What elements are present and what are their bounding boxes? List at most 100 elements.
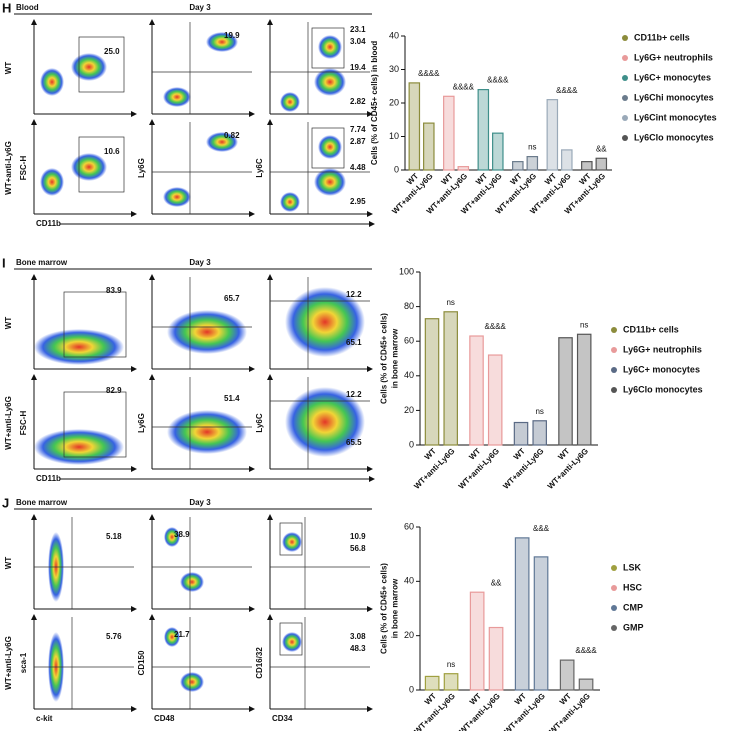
y-tick-label: 20 (389, 97, 399, 107)
bar (469, 335, 484, 446)
y-axis-label: in bone marrow (391, 578, 400, 638)
gate-value: 3.04 (350, 37, 366, 46)
significance: &&&& (556, 86, 578, 95)
legend-marker (622, 135, 628, 141)
legend-marker (622, 55, 628, 61)
bar (443, 95, 455, 171)
gate-value: 2.87 (350, 137, 366, 146)
bar (408, 82, 421, 171)
gate (311, 127, 345, 169)
legend-label: CD11b+ cells (634, 32, 690, 42)
tissue-label: Bone marrow (16, 498, 68, 507)
panel-letter: I (2, 255, 6, 270)
legend-marker (611, 585, 617, 591)
gate-value: 65.5 (346, 438, 362, 447)
x-tick-label: WT (558, 691, 573, 706)
legend-label: GMP (623, 622, 644, 632)
significance: &&& (533, 524, 550, 533)
gate-value: 38.9 (174, 530, 190, 539)
gate (63, 391, 127, 458)
y-axis-label: Ly6C (255, 158, 264, 177)
density (40, 168, 64, 196)
bar (532, 420, 547, 446)
gate-value: 12.2 (346, 290, 362, 299)
tissue-label: Blood (16, 3, 39, 12)
legend-marker (622, 75, 628, 81)
x-tick-label: WT (423, 446, 438, 461)
density (167, 410, 247, 454)
gate-value: 10.9 (350, 532, 366, 541)
bar (424, 318, 440, 446)
y-tick-label: 40 (404, 370, 414, 380)
density (318, 35, 342, 59)
gate-value: 56.8 (350, 544, 366, 553)
y-axis-label: in bone marrow (391, 328, 400, 388)
density (40, 68, 64, 96)
density (71, 153, 107, 181)
legend-label: HSC (623, 582, 643, 592)
bar (513, 421, 529, 446)
y-axis-label: FSC-H (19, 156, 28, 181)
y-tick-label: 10 (389, 131, 399, 141)
significance: &&&& (453, 82, 475, 91)
gate-value: 82.9 (106, 386, 122, 395)
gate-value: 10.6 (104, 147, 120, 156)
y-axis-label: FSC-H (19, 411, 28, 436)
y-tick-label: 0 (409, 439, 414, 449)
legend-marker (611, 347, 617, 353)
panel-letter: J (2, 495, 9, 510)
density (314, 68, 346, 96)
bar (477, 88, 490, 171)
gate-value: 19.4 (350, 63, 366, 72)
legend-label: Ly6Chi monocytes (634, 92, 714, 102)
legend-marker (611, 605, 617, 611)
significance: ns (528, 143, 536, 152)
significance: && (491, 578, 502, 587)
significance: && (596, 144, 607, 153)
gate-value: 65.7 (224, 294, 240, 303)
gate (279, 522, 303, 556)
legend-marker (611, 565, 617, 571)
density (164, 527, 180, 547)
gate-value: 83.9 (106, 286, 122, 295)
legend-label: CD11b+ cells (623, 324, 679, 334)
bar (457, 166, 470, 171)
density (206, 32, 238, 52)
x-tick-label: WT (467, 446, 482, 461)
legend-marker (622, 35, 628, 41)
x-tick-label: WT (513, 691, 528, 706)
significance: &&&& (485, 322, 507, 331)
y-axis-label: Ly6G (137, 158, 146, 178)
gate-value: 0.82 (224, 131, 240, 140)
legend-label: Ly6Clo monocytes (623, 384, 703, 394)
gate-value: 4.48 (350, 163, 366, 172)
density (163, 187, 191, 207)
tissue-label: Bone marrow (16, 258, 68, 267)
y-axis-label: Cells (% of CD45+ cells) (380, 563, 389, 654)
gate-value: 19.9 (224, 31, 240, 40)
x-tick-label: WT (468, 691, 483, 706)
y-axis-label: CD16/32 (255, 647, 264, 679)
y-tick-label: 40 (389, 30, 399, 40)
y-tick-label: 20 (404, 405, 414, 415)
significance: &&&& (487, 76, 509, 85)
density (314, 168, 346, 196)
density (167, 310, 247, 354)
density (280, 92, 300, 112)
day-label: Day 3 (189, 258, 211, 267)
y-axis-label: Cells (% of CD45+ cells) (380, 313, 389, 404)
gate (78, 136, 125, 193)
y-axis-label: CD150 (137, 650, 146, 675)
y-tick-label: 20 (404, 630, 414, 640)
legend-label: CMP (623, 602, 643, 612)
bar (443, 673, 459, 691)
plot-area (270, 617, 370, 709)
y-tick-label: 60 (404, 521, 414, 531)
gate-value: 48.3 (350, 644, 366, 653)
bar (514, 537, 530, 691)
x-tick-label: WT (556, 446, 571, 461)
legend-label: Ly6Clo monocytes (634, 132, 714, 142)
y-tick-label: 100 (399, 266, 414, 276)
bar (578, 678, 594, 691)
legend-label: Ly6G+ neutrophils (623, 344, 702, 354)
